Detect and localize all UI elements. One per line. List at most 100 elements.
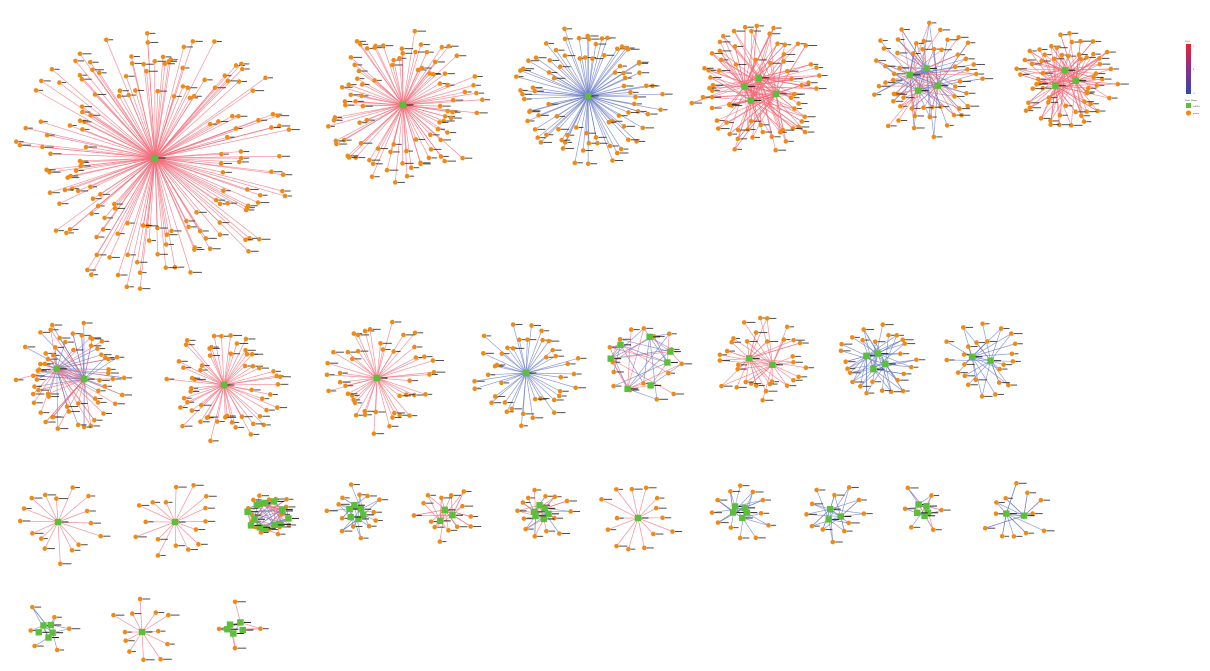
node-label-mark <box>918 359 926 361</box>
protein-node <box>389 319 395 325</box>
interaction-edge <box>613 362 668 387</box>
network-17 <box>244 493 299 537</box>
node-label-mark <box>105 228 111 230</box>
node-label-mark <box>176 95 182 97</box>
node-label-mark <box>261 495 270 497</box>
protein-node <box>78 163 83 169</box>
node-label-mark <box>965 326 974 328</box>
interaction-edge <box>154 157 201 232</box>
node-label-mark <box>432 72 441 74</box>
node-label-mark <box>160 538 168 540</box>
interaction-edge <box>1075 80 1097 86</box>
interaction-edge <box>376 346 415 379</box>
node-label-mark <box>578 387 587 389</box>
mirna-node <box>1061 67 1069 74</box>
network-27 <box>111 596 180 663</box>
interaction-edge <box>749 342 801 359</box>
node-label-mark <box>44 146 54 148</box>
node-label-mark <box>101 72 107 74</box>
protein-node <box>75 188 81 194</box>
protein-node <box>202 77 207 83</box>
interaction-edge <box>376 377 410 416</box>
node-label-mark <box>362 122 368 124</box>
interaction-edge <box>183 367 225 386</box>
node-label-mark <box>124 394 132 396</box>
interaction-edge <box>504 372 527 403</box>
protein-node <box>784 324 790 330</box>
protein-node <box>781 337 787 342</box>
protein-node <box>804 512 809 517</box>
node-label-mark <box>525 413 535 415</box>
protein-node <box>927 20 932 26</box>
protein-node <box>400 50 406 56</box>
protein-node <box>1091 51 1096 57</box>
interaction-edge <box>273 501 281 525</box>
node-label-mark <box>920 512 928 514</box>
protein-node <box>244 351 250 357</box>
protein-node <box>551 410 557 415</box>
interaction-edge <box>909 43 917 75</box>
node-label-mark <box>107 385 112 387</box>
protein-node <box>760 497 766 503</box>
node-label-mark <box>628 47 635 49</box>
node-label-mark <box>722 359 730 361</box>
node-label-mark <box>412 380 419 382</box>
protein-node <box>193 527 199 532</box>
interaction-edge <box>154 61 170 159</box>
interaction-edge <box>70 157 156 177</box>
node-label-mark <box>47 363 54 365</box>
interaction-edge <box>148 157 156 241</box>
protein-node <box>551 397 557 403</box>
interaction-edge <box>154 87 216 159</box>
node-label-mark <box>203 404 212 406</box>
node-label-mark <box>91 495 96 497</box>
node-label-mark <box>670 361 678 363</box>
protein-node <box>575 356 581 361</box>
interaction-edge <box>166 378 225 386</box>
protein-node <box>166 612 171 618</box>
node-label-mark <box>34 497 43 499</box>
protein-node <box>963 56 969 62</box>
mirna-nodes <box>346 502 374 523</box>
node-label-mark <box>535 87 543 89</box>
interaction-edge <box>587 37 608 97</box>
interaction-edge <box>909 58 966 76</box>
node-label-mark <box>497 365 504 367</box>
interaction-edge <box>610 358 674 395</box>
node-label-mark <box>521 339 529 341</box>
node-label-mark <box>139 261 148 263</box>
protein-node <box>152 58 158 64</box>
interaction-edge <box>223 338 247 386</box>
node-label-mark <box>801 103 808 105</box>
protein-node <box>715 126 721 131</box>
interaction-edge <box>234 601 241 623</box>
node-label-mark <box>59 649 65 651</box>
node-label-mark <box>900 379 909 381</box>
interaction-edge <box>917 37 959 91</box>
protein-node <box>847 370 853 376</box>
protein-node <box>1063 103 1069 109</box>
node-label-mark <box>639 140 646 142</box>
protein-nodes <box>111 596 180 663</box>
node-label-mark <box>86 426 92 428</box>
protein-node <box>895 37 901 42</box>
interaction-edge <box>402 73 434 106</box>
node-label-mark <box>1047 54 1052 56</box>
edges <box>516 28 663 164</box>
node-label-mark <box>591 38 600 40</box>
protein-node <box>1039 58 1044 64</box>
protein-node <box>999 533 1005 539</box>
protein-node <box>212 85 218 91</box>
mirna-node <box>373 374 381 382</box>
interaction-edge <box>223 350 246 386</box>
node-label-mark <box>160 90 168 92</box>
node-label-mark <box>676 393 684 395</box>
protein-node <box>404 148 409 154</box>
interaction-edge <box>909 69 968 76</box>
node-label-mark <box>342 372 348 374</box>
protein-node <box>94 252 100 258</box>
interaction-edge <box>119 90 156 159</box>
node-label-mark <box>197 247 202 249</box>
protein-node <box>757 315 763 321</box>
